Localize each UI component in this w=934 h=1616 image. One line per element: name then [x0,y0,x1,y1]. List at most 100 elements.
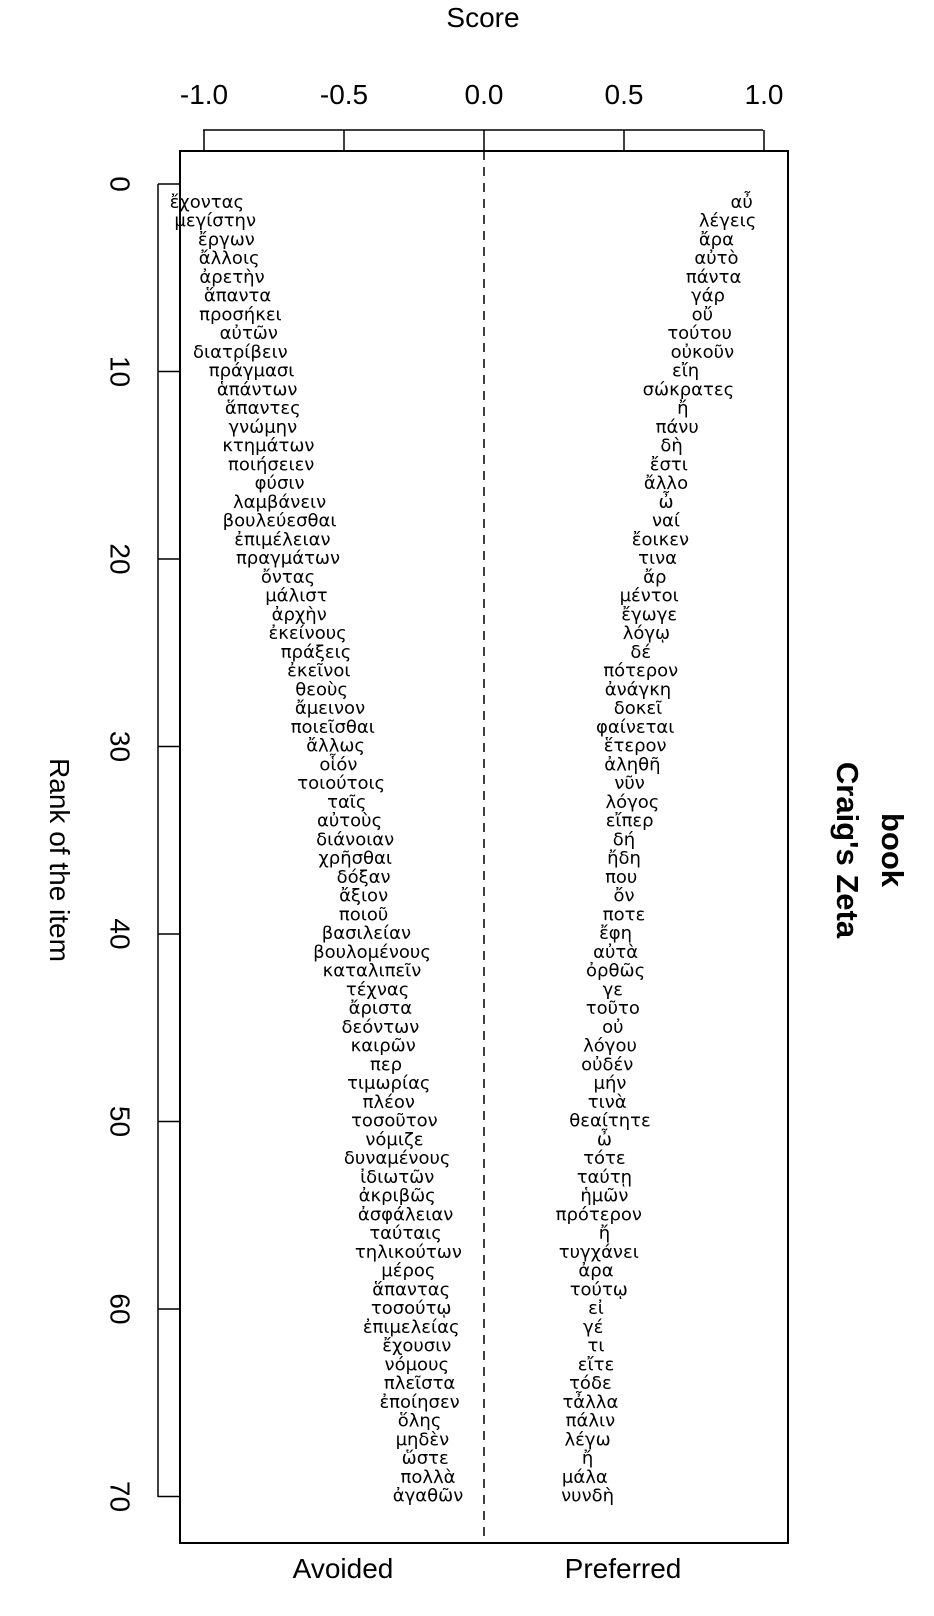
avoided-word: τοσούτῳ [371,1298,452,1319]
preferred-word: ἔστι [650,454,688,475]
preferred-word: που [605,867,637,888]
preferred-word: ἔοικεν [632,529,689,550]
avoided-word: προσήκει [199,304,282,325]
preferred-word: νυνδὴ [561,1486,614,1507]
avoided-word: καιρῶν [351,1036,416,1057]
y-tick-label: 0 [105,176,136,192]
preferred-word: δὴ [660,436,682,457]
avoided-word: δόξαν [337,867,391,888]
preferred-word: οὐδέν [581,1054,633,1075]
avoided-word: ἅπαντα [204,286,271,307]
preferred-word: θεαίτητε [569,1111,651,1132]
preferred-word: ὄν [613,886,634,907]
y-tick-label: 20 [105,543,136,574]
preferred-word: οὔ [692,304,713,325]
avoided-word: ἐκείνους [268,623,346,644]
preferred-word: ταύτῃ [577,1167,632,1188]
avoided-word: ὅλης [398,1411,442,1432]
preferred-word: ἤ [599,1223,610,1244]
y-axis-ticks: 0 10 20 30 40 50 60 70 [105,176,180,1512]
preferred-word: τούτου [667,323,732,344]
avoided-word: ποιήσειεν [228,454,314,475]
avoided-word: ἐπιμέλειαν [234,529,330,550]
preferred-word: γάρ [691,286,725,307]
avoided-word: τηλικούτων [355,1242,462,1263]
avoided-word: ταύταις [369,1223,441,1244]
preferred-word: τινὰ [588,1092,627,1113]
preferred-word: οὐ [602,1017,623,1038]
x-tick-label: -0.5 [320,79,368,110]
preferred-word: λέγω [565,1429,611,1450]
preferred-word: ὦ [597,1128,612,1150]
preferred-word: μέντοι [620,586,679,607]
preferred-word: τινα [638,548,677,569]
avoided-word: αὐτοὺς [317,811,382,832]
preferred-word: δέ [630,642,651,663]
preferred-word: τυγχάνει [559,1242,639,1263]
avoided-word: θεοὺς [295,679,348,700]
avoided-word: ἅπαντες [225,398,301,419]
preferred-word: ἄλλο [644,473,688,494]
preferred-word: ἕτερον [604,736,667,757]
x-tick-label: 0.5 [605,79,644,110]
avoided-word: κτημάτων [222,436,314,457]
x-tick-label: -1.0 [180,79,228,110]
preferred-word: σώκρατες [643,379,735,400]
avoided-word: ἔχοντας [170,192,244,213]
avoided-word: λαμβάνειν [233,492,326,513]
preferred-word: ἄρα [699,229,734,250]
preferred-word: τἆλλα [562,1391,618,1413]
preferred-word: λόγος [605,792,659,813]
avoided-word: ἐπιμελείας [363,1317,460,1338]
preferred-word: αὐτὸ [694,248,738,269]
avoided-word: δυναμένους [344,1148,451,1169]
avoided-word: βουλομένους [313,942,431,963]
avoided-word: ἄλλως [306,736,365,757]
avoided-word: ὥστε [402,1448,449,1469]
avoided-word: βουλεύεσθαι [223,511,337,532]
preferred-word: ὀρθῶς [586,961,645,982]
avoided-word: ποιεῖσθαι [291,717,375,738]
preferred-word: φαίνεται [596,717,674,738]
avoided-word: πολλὰ [400,1467,455,1488]
avoided-word: μέρος [381,1261,435,1282]
avoided-word: μάλιστ [265,586,327,607]
preferred-label: Preferred [565,1553,682,1584]
y-tick-label: 10 [105,356,136,387]
avoided-word: ἄλλοις [199,248,260,269]
preferred-word: τοῦτο [586,998,640,1019]
preferred-word: γέ [583,1317,603,1338]
preferred-word: λόγῳ [623,623,670,644]
preferred-word: ἔγωγε [621,604,677,625]
preferred-word: ἤ [582,1448,593,1469]
preferred-word: ποτε [603,904,645,925]
avoided-word: καταλιπεῖν [323,961,422,982]
preferred-word: λέγεις [699,211,756,232]
preferred-word: τούτῳ [570,1279,628,1300]
preferred-word: αὐτὰ [593,942,638,963]
avoided-word: ἰδιωτῶν [360,1167,434,1188]
preferred-word: ἄρ [643,567,666,588]
avoided-word: νόμιζε [365,1129,423,1150]
x-axis-title: Score [446,2,519,33]
avoided-label: Avoided [293,1553,394,1584]
preferred-word: εἴπερ [606,811,654,832]
avoided-word: νόμους [385,1354,450,1375]
avoided-word: τιμωρίας [347,1073,430,1094]
chart-title: Craig's Zeta [830,762,865,939]
avoided-word: διατρίβειν [193,342,288,363]
avoided-word: ἔργων [198,229,255,250]
preferred-word: πάνυ [656,417,699,438]
x-tick-label: 1.0 [745,79,784,110]
y-tick-label: 70 [105,1481,136,1512]
avoided-word: φύσιν [255,473,305,494]
avoided-word: τοιούτοις [297,773,385,794]
preferred-word: δοκεῖ [614,698,662,719]
avoided-word: ἀρχὴν [272,604,327,625]
avoided-word: γνώμην [228,417,297,438]
avoided-word: ἔχουσιν [382,1336,451,1357]
preferred-word: πάλιν [566,1411,616,1432]
avoided-word: τέχνας [346,979,409,1000]
chart-subtitle: book [875,813,910,888]
